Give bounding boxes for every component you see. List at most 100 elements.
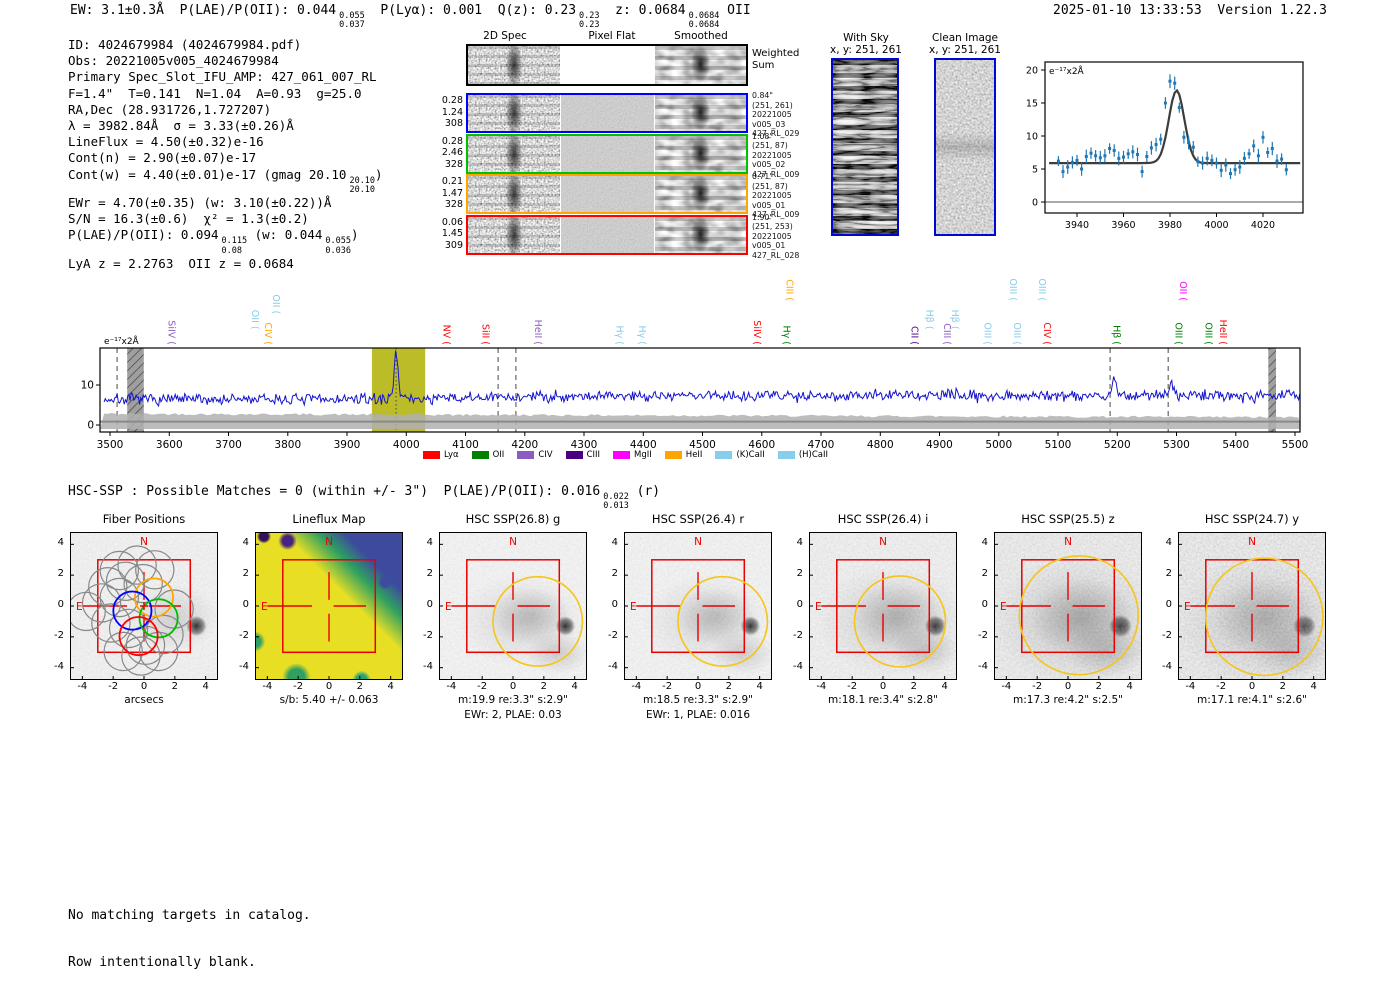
info-line: EWr = 4.70(±0.35) (w: 3.10(±0.22))Å <box>68 195 383 211</box>
legend-item: OII <box>471 450 504 460</box>
text-segment: Cont(n) = 2.90(±0.07)e-17 <box>68 150 257 166</box>
text-segment: ) <box>375 166 383 182</box>
weighted-sum-label: Weighted Sum <box>752 48 800 71</box>
y-tick-label: -2 <box>793 629 803 641</box>
selected-fiber-circle <box>112 590 153 631</box>
text-segment: P(LAE)/P(OII): 0.094 <box>68 227 219 243</box>
x-tick-label: 4 <box>1310 681 1317 692</box>
text-segment: (w: 0.044 <box>247 227 323 243</box>
y-tick-label: -2 <box>54 629 64 641</box>
y-tick-label: -2 <box>1162 629 1172 641</box>
svg-text:4800: 4800 <box>867 439 894 451</box>
text-segment: EWr = 4.70(±0.35) (w: 3.10(±0.22))Å <box>68 194 332 210</box>
cutout-title: HSC SSP(24.7) y <box>1204 512 1300 526</box>
weighted-sum-panel <box>466 44 748 86</box>
info-line: LineFlux = 4.50(±0.32)e-16 <box>68 134 383 150</box>
text-segment: ID: 4024679984 (4024679984.pdf) <box>68 37 302 52</box>
report-meta: 2025-01-10 13:33:53 Version 1.22.3 <box>1053 3 1327 18</box>
y-tick-label: -2 <box>978 629 988 641</box>
emission-line-label: OIII ( <box>1172 322 1183 345</box>
selected-fiber-circle <box>134 577 175 618</box>
fiber-circle <box>135 550 175 590</box>
legend-label: MgII <box>634 450 652 460</box>
info-line: RA,Dec (28.931726,1.727207) <box>68 102 383 118</box>
emission-line-label: Hγ ( <box>636 326 647 346</box>
fiber-circle <box>117 545 157 585</box>
x-tick-label: 2 <box>1095 681 1103 692</box>
y-tick-label: -4 <box>54 660 64 672</box>
north-label: N <box>140 536 148 548</box>
cutout-overlay: NE <box>994 532 1142 680</box>
summary-header: EW: 3.1±0.3Å P(LAE)/P(OII): 0.044 0.055 0.… <box>70 3 751 30</box>
spec2d-subimage <box>468 95 560 131</box>
emission-line-label: CIII ( <box>784 279 795 301</box>
with-sky-title: With Sky <box>843 32 889 44</box>
spec2d-subimage <box>561 46 654 84</box>
text-segment: (r) <box>628 484 661 499</box>
east-label: E <box>815 601 822 613</box>
info-line: Cont(n) = 2.90(±0.07)e-17 <box>68 150 383 166</box>
row-left-labels: 0.28 2.46 328 <box>441 135 463 170</box>
svg-text:15: 15 <box>1026 99 1038 110</box>
text-segment: RA,Dec (28.931726,1.727207) <box>68 101 272 117</box>
spec2d-subimage <box>561 135 654 172</box>
catalog-match-note: No matching targets in catalog. Row inte… <box>68 876 311 1002</box>
y-tick-label: 0 <box>1165 599 1172 610</box>
x-tick-label: -2 <box>1032 681 1043 692</box>
fiber-circle <box>144 614 184 655</box>
x-tick-label: -2 <box>477 681 488 692</box>
text-segment: S/N = 16.3(±0.6) χ² = 1.3(±0.2) <box>68 211 309 227</box>
y-tick-label: 4 <box>981 537 988 549</box>
emission-line-label: SiIV ( <box>166 320 177 345</box>
hi-lo-fraction: 20.10 20.10 <box>349 175 376 195</box>
legend-item: (H)CaII <box>777 450 828 460</box>
emission-line-label: OIII ( <box>1036 278 1047 301</box>
cutout-title: Lineflux Map <box>292 512 366 526</box>
text-segment: HSC-SSP : Possible Matches = 0 (within +… <box>68 484 601 499</box>
svg-text:4300: 4300 <box>571 439 598 451</box>
cutout-overlay: NE <box>70 532 218 680</box>
fiber-circle <box>123 563 163 604</box>
cutout-overlay: NE <box>255 532 403 680</box>
text-segment: z: 0.0684 <box>599 3 686 18</box>
cutout-xlabel: m:18.1 re:3.4" s:2.8" <box>828 694 938 706</box>
spec2d-subimage <box>561 95 654 131</box>
y-tick-label: -4 <box>608 660 618 672</box>
legend-item: (K)CaII <box>715 450 765 460</box>
svg-text:3600: 3600 <box>156 439 183 451</box>
x-tick-label: 2 <box>910 681 918 692</box>
svg-text:5400: 5400 <box>1222 439 1249 451</box>
x-tick-label: 0 <box>879 681 887 692</box>
cutout-xlabel2: EWr: 1, PLAE: 0.016 <box>645 709 751 721</box>
text-segment: EW: 3.1±0.3Å <box>70 3 180 18</box>
row-right-labels: 1.90" (251, 253) 20221005 v005_01 427_RL… <box>752 212 800 260</box>
hi-lo-fraction: 0.23 0.23 <box>579 11 600 31</box>
emission-line-label: Hβ ( <box>1111 325 1122 345</box>
detection-info-block: ID: 4024679984 (4024679984.pdf) Obs: 2022… <box>68 37 383 272</box>
legend-item: HeII <box>664 450 702 460</box>
y-tick-label: 0 <box>426 599 433 610</box>
clean-image-title: Clean Image <box>931 32 999 44</box>
svg-text:3980: 3980 <box>1158 220 1182 231</box>
x-tick-label: -2 <box>1216 681 1227 692</box>
info-line: P(LAE)/P(OII): 0.094 0.115 0.08 (w: 0.044 0… <box>68 227 383 255</box>
svg-text:3960: 3960 <box>1111 220 1135 231</box>
text-segment: LineFlux = 4.50(±0.32)e-16 <box>68 134 264 150</box>
legend-label: Lyα <box>444 450 459 460</box>
emission-line-label: OIII ( <box>1011 322 1022 345</box>
emission-line-label: OIII ( <box>982 322 993 345</box>
x-tick-label: 2 <box>1279 681 1287 692</box>
info-line: F=1.4" T=0.141 N=1.04 A=0.93 g=25.0 <box>68 86 383 102</box>
east-label: E <box>76 601 83 613</box>
spectrum-chart: 3500 3600 3700 3800 3900 4000 4100 4200 4300 4400… <box>81 255 1320 474</box>
col-header-2d-spec: 2D Spec <box>483 30 527 42</box>
svg-text:4200: 4200 <box>511 439 538 451</box>
emission-line-label: CII ( <box>909 326 920 345</box>
spec2d-subimage <box>655 135 746 172</box>
col-header-pixel-flat: Pixel Flat <box>588 30 636 42</box>
fiber-circle <box>138 631 179 672</box>
y-tick-label: -2 <box>608 629 618 641</box>
